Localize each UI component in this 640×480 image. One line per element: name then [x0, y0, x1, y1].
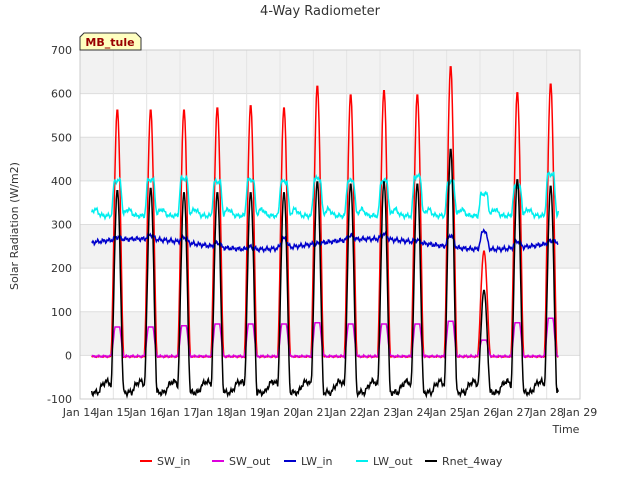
x-tick-label: Jan 17 [162, 406, 197, 419]
x-tick-label: Jan 18 [195, 406, 230, 419]
series-line-lw_in [91, 228, 559, 254]
x-tick-label: Jan 14 [62, 406, 97, 419]
series-layer [90, 66, 560, 399]
y-tick-label: 0 [65, 349, 72, 362]
background-band [80, 311, 580, 356]
series-line-lw_out [90, 170, 560, 221]
y-tick-label: 200 [51, 262, 72, 275]
background-band [80, 224, 580, 269]
x-tick-label: Jan 24 [395, 406, 430, 419]
x-tick-label: Jan 27 [495, 406, 530, 419]
x-tick-label: Jan 28 [528, 406, 563, 419]
y-tick-label: 500 [51, 131, 72, 144]
station-label: MB_tule [85, 36, 134, 49]
x-tick-label: Jan 19 [228, 406, 263, 419]
plot-frame [79, 49, 581, 400]
y-tick-label: 400 [51, 175, 72, 188]
station-label-box: MB_tule [79, 32, 142, 51]
y-tick-label: 100 [51, 306, 72, 319]
x-tick-label: Jan 29 [562, 406, 597, 419]
chart-title: 4-Way Radiometer [260, 4, 381, 19]
background-band [80, 268, 580, 312]
y-axis-label: Solar Radiation (W/m2) [8, 162, 21, 290]
x-tick-label: Jan 20 [262, 406, 297, 419]
x-tick-label: Jan 21 [295, 406, 330, 419]
x-tick-label: Jan 16 [128, 406, 163, 419]
legend-label: LW_in [301, 455, 333, 468]
background-band [80, 137, 580, 181]
background-band [80, 50, 580, 94]
x-tick-label: Jan 26 [462, 406, 497, 419]
background-band [80, 180, 580, 225]
plot-background-bands [80, 50, 580, 399]
series-line-rnet_4way [90, 148, 560, 399]
legend-label: LW_out [373, 455, 413, 468]
x-tick-label: Jan 23 [362, 406, 397, 419]
station-label-shape [79, 32, 142, 51]
y-tick-label: -100 [47, 393, 72, 406]
y-tick-label: 700 [51, 44, 72, 57]
legend-label: Rnet_4way [442, 455, 503, 468]
y-tick-label: 600 [51, 88, 72, 101]
background-band [80, 93, 580, 138]
legend-label: SW_out [229, 455, 271, 468]
x-tick-label: Jan 25 [428, 406, 463, 419]
x-tick-label: Jan 22 [328, 406, 363, 419]
y-tick-label: 300 [51, 219, 72, 232]
legend-label: SW_in [157, 455, 190, 468]
y-tick-labels: -100 0 100 200 300 400 500 600 700 [47, 44, 72, 406]
x-tick-label: Jan 15 [95, 406, 130, 419]
legend: SW_in SW_out LW_in LW_out Rnet_4way [140, 455, 503, 468]
x-axis-label: Time [552, 423, 580, 436]
